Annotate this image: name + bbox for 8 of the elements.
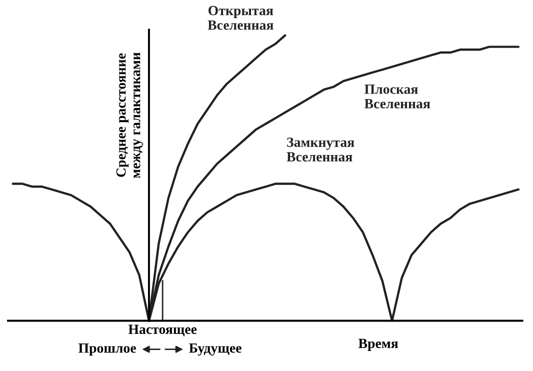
series-label: Открытая Вселенная: [208, 6, 274, 30]
text: Настоящее: [128, 324, 197, 336]
text: Будущее: [189, 344, 242, 356]
series-label: Замкнутая Вселенная: [286, 138, 354, 162]
x-axis-title: Время: [358, 338, 398, 351]
text: Прошлое: [78, 344, 136, 356]
series-label: Плоская Вселенная: [364, 84, 430, 108]
y-axis-title: Среднее расстояние между галактиками: [116, 52, 144, 178]
